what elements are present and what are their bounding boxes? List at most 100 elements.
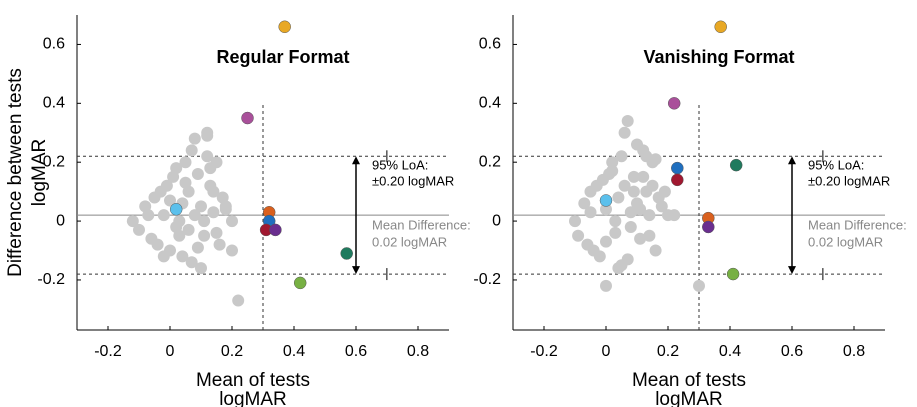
point [176, 250, 189, 263]
x-tick-label: 0.4 [283, 343, 305, 360]
point [207, 206, 220, 219]
y-tick-label: 0 [492, 212, 501, 229]
point [201, 150, 214, 163]
point [637, 170, 650, 183]
point [599, 194, 613, 207]
point [198, 229, 211, 242]
point [671, 161, 684, 175]
y-tick-label: 0 [56, 212, 65, 229]
point [185, 256, 198, 269]
point [157, 209, 170, 222]
x-axis-label: logMAR [655, 389, 723, 407]
y-tick-label: 0.4 [43, 95, 65, 112]
annotation: 0.02 logMAR [808, 235, 883, 250]
x-tick-label: -0.2 [94, 343, 122, 360]
point [618, 126, 631, 139]
point [188, 209, 201, 222]
point [195, 200, 207, 213]
point [627, 170, 640, 183]
point [151, 238, 164, 251]
point [606, 165, 619, 178]
x-tick-label: 0.2 [657, 343, 679, 360]
x-tick-label: 0 [166, 343, 175, 360]
y-tick-label: -0.2 [37, 271, 65, 288]
annotation: 95% LoA: [372, 158, 428, 173]
point [293, 276, 307, 290]
point [600, 203, 612, 216]
point [170, 162, 183, 175]
x-axis-label: logMAR [219, 389, 287, 407]
point [191, 241, 204, 254]
point [624, 220, 637, 233]
point [658, 185, 671, 198]
point [726, 267, 740, 281]
point [600, 235, 612, 248]
point [578, 197, 591, 210]
point [201, 129, 214, 142]
y-tick-label: 0.6 [43, 36, 65, 53]
annotation: Mean Difference: [372, 218, 471, 233]
point [133, 223, 145, 236]
point [612, 191, 625, 204]
point [188, 132, 201, 145]
x-tick-label: 0.8 [407, 343, 429, 360]
point [142, 209, 155, 222]
point [232, 294, 245, 307]
point [164, 244, 176, 257]
annotation: ±0.20 logMAR [808, 174, 890, 189]
point [226, 215, 238, 228]
y-tick-label: 0.6 [479, 36, 501, 53]
point [627, 185, 640, 198]
y-tick-label: 0.2 [479, 153, 501, 170]
point [643, 209, 656, 222]
point [213, 238, 226, 251]
x-axis-label: Mean of tests [196, 370, 310, 391]
point [643, 229, 656, 242]
point [210, 226, 223, 239]
point [278, 20, 291, 34]
point [584, 206, 597, 219]
point [693, 279, 705, 292]
point [160, 179, 173, 192]
point [729, 158, 743, 172]
point [219, 200, 232, 213]
annotation: ±0.20 logMAR [372, 174, 454, 189]
point [609, 215, 622, 228]
chart-title: Vanishing Format [643, 47, 794, 67]
point [164, 194, 176, 207]
point [340, 247, 353, 260]
point [624, 206, 637, 219]
x-tick-label: 0 [602, 343, 611, 360]
y-axis-label: logMAR [29, 139, 50, 207]
point [179, 176, 192, 189]
x-tick-label: 0.8 [843, 343, 865, 360]
point [655, 200, 668, 213]
point [615, 150, 628, 163]
point [226, 244, 238, 257]
point [667, 97, 681, 110]
point [702, 220, 715, 234]
x-tick-label: 0.4 [719, 343, 741, 360]
point [634, 232, 647, 245]
point [609, 226, 622, 239]
x-axis-label: Mean of tests [632, 370, 746, 391]
x-tick-label: 0.2 [221, 343, 243, 360]
point [179, 156, 192, 169]
point [631, 138, 643, 151]
point [191, 167, 204, 180]
point [593, 250, 606, 263]
point [126, 215, 139, 228]
point [198, 215, 211, 228]
point [606, 156, 619, 169]
annotation: 0.02 logMAR [372, 235, 447, 250]
point [569, 215, 581, 228]
point [207, 185, 220, 198]
annotation: 95% LoA: [808, 158, 864, 173]
point [634, 203, 647, 216]
point [182, 223, 195, 236]
point [671, 173, 684, 187]
y-axis-label: Difference between tests [5, 68, 26, 277]
point [169, 203, 183, 216]
x-tick-label: -0.2 [530, 343, 558, 360]
